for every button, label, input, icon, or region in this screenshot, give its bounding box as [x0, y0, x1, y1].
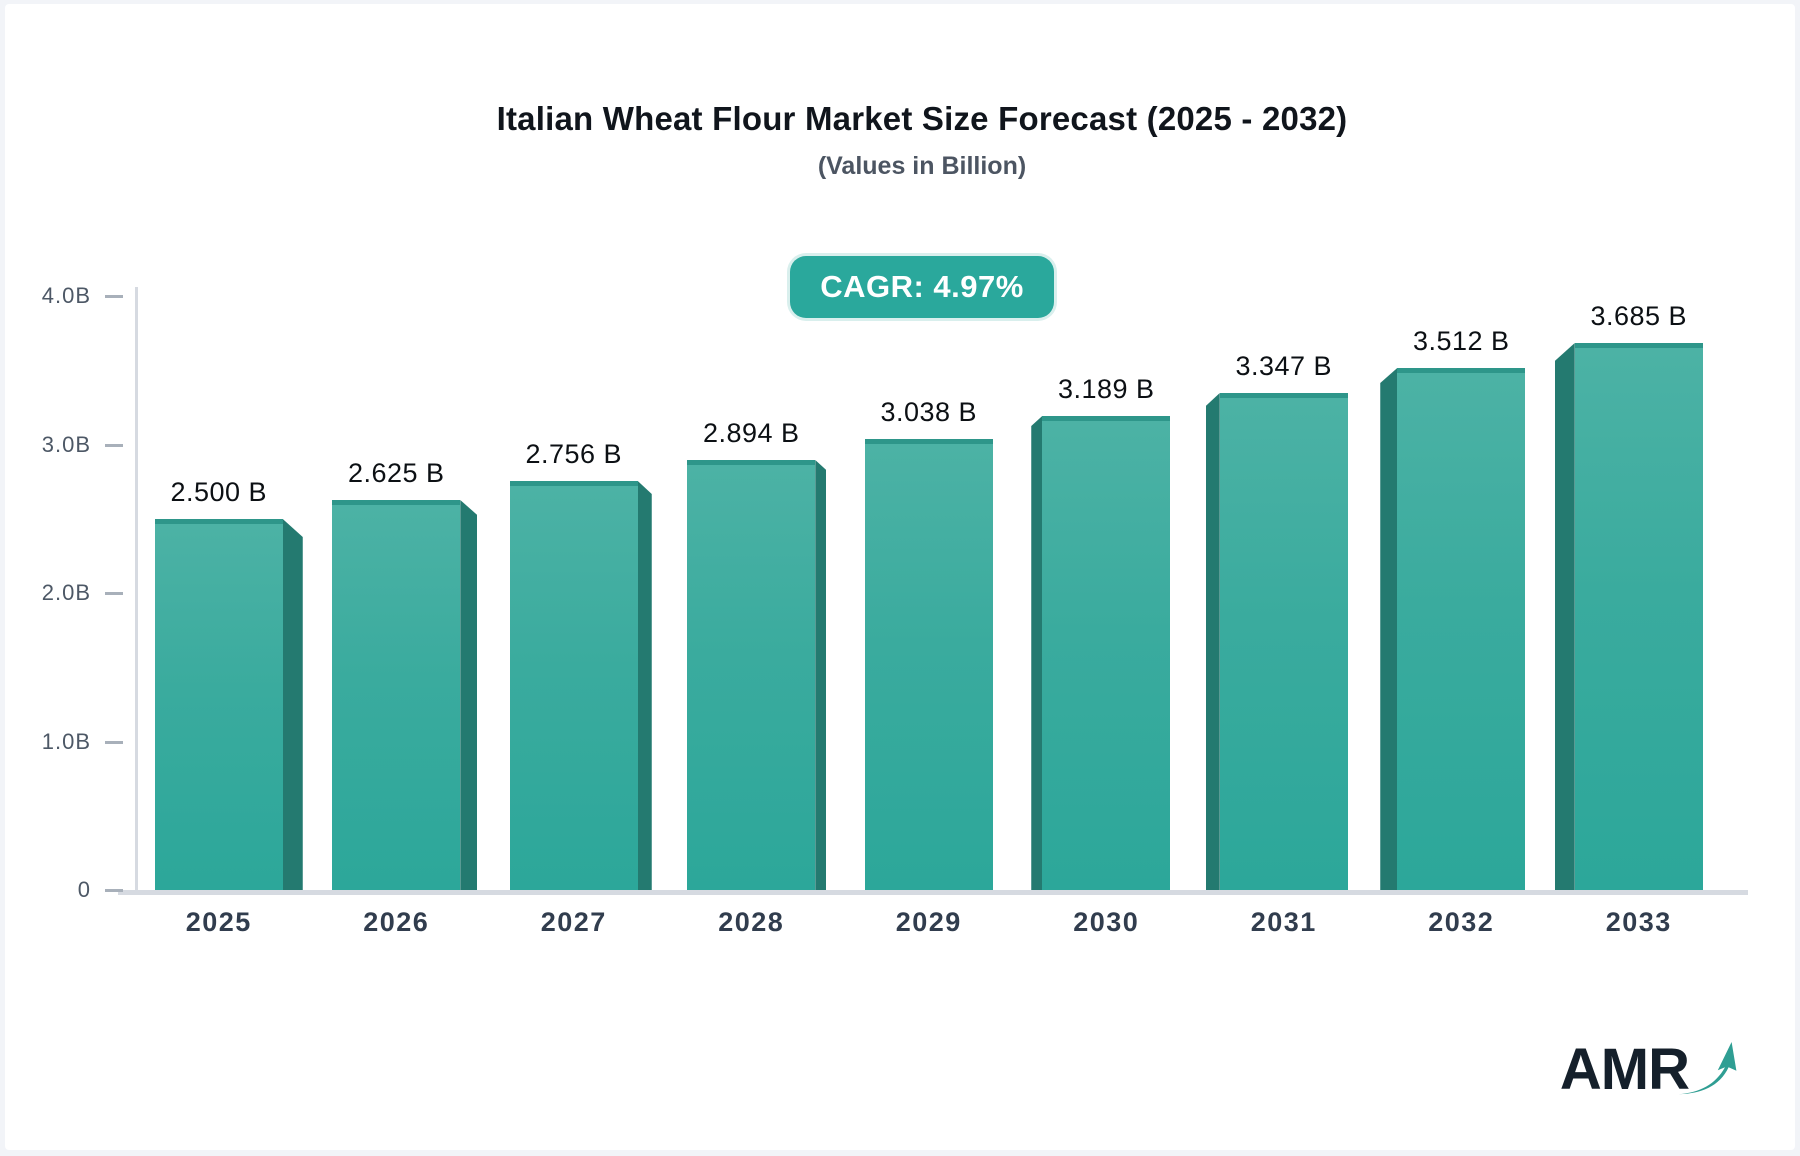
- chart-subtitle: (Values in Billion): [817, 152, 1027, 180]
- bar: [1397, 368, 1526, 890]
- bar-value-label: 2.756 B: [525, 439, 623, 469]
- bar-3d-side: [637, 481, 652, 890]
- y-axis-tick-label: 3.0B: [41, 431, 91, 457]
- x-axis-label: 2032: [1428, 907, 1495, 937]
- bar-3d-side: [815, 460, 827, 890]
- x-axis-label: 2029: [895, 907, 962, 937]
- x-axis-label: 2028: [718, 907, 785, 937]
- bar-3d-side: [1205, 393, 1220, 890]
- bar-value-label: 3.512 B: [1412, 326, 1510, 356]
- x-axis-label: 2026: [363, 907, 430, 937]
- bar: [1042, 416, 1171, 890]
- cagr-badge: CAGR: 4.97%: [790, 256, 1054, 318]
- y-axis-tick-mark: [105, 443, 123, 447]
- bar: [154, 519, 283, 890]
- y-axis-tick-label: 0: [77, 877, 91, 902]
- bar-3d-side: [282, 519, 303, 890]
- bar-value-label: 2.625 B: [347, 458, 445, 488]
- bar-3d-side: [460, 500, 478, 890]
- bar: [509, 481, 638, 890]
- x-axis-label: 2025: [185, 907, 252, 937]
- x-axis-baseline: [118, 890, 1748, 895]
- y-axis-tick-label: 4.0B: [41, 283, 91, 308]
- bar-chart: 4.0B 3.0B 2.0B 1.0B 0 2.500 B 2025 2.625 B 2026 2…: [5, 4, 1795, 1150]
- bar: [1219, 393, 1348, 890]
- bar: [687, 460, 816, 890]
- bar-value-label: 3.685 B: [1590, 301, 1688, 331]
- bar-value-label: 2.500 B: [170, 477, 268, 507]
- x-axis-label: 2031: [1250, 907, 1317, 937]
- y-axis-line: [135, 287, 138, 893]
- bar-3d-side: [1031, 416, 1043, 890]
- amr-logo: AMR: [1560, 1040, 1743, 1100]
- cagr-badge-row: CAGR: 4.97%: [49, 256, 1795, 318]
- x-axis-label: 2030: [1073, 907, 1140, 937]
- y-axis-tick-mark: [105, 295, 123, 298]
- y-axis-tick-mark: [105, 740, 123, 744]
- bar-value-label: 3.038 B: [880, 397, 978, 427]
- x-axis-label: 2027: [540, 907, 607, 937]
- bar-value-label: 3.347 B: [1235, 351, 1333, 381]
- bar-3d-side: [1554, 343, 1575, 890]
- bar-value-label: 3.189 B: [1057, 374, 1155, 404]
- bar: [1574, 343, 1703, 890]
- x-axis-label: 2033: [1605, 907, 1672, 937]
- growth-arrow-icon: [1678, 1042, 1737, 1095]
- y-axis-tick-mark: [105, 889, 123, 892]
- amr-logo-text: AMR: [1559, 1037, 1690, 1102]
- y-axis-tick-label: 1.0B: [41, 728, 91, 754]
- y-axis-tick-label: 2.0B: [41, 580, 91, 605]
- chart-title: Italian Wheat Flour Market Size Forecast…: [496, 100, 1348, 137]
- bar-value-label: 2.894 B: [702, 418, 800, 448]
- bar: [332, 500, 461, 890]
- bar: [864, 439, 993, 890]
- chart-card: Italian Wheat Flour Market Size Forecast…: [5, 4, 1795, 1150]
- bar-3d-side: [1380, 368, 1398, 890]
- y-axis-tick-mark: [105, 592, 123, 595]
